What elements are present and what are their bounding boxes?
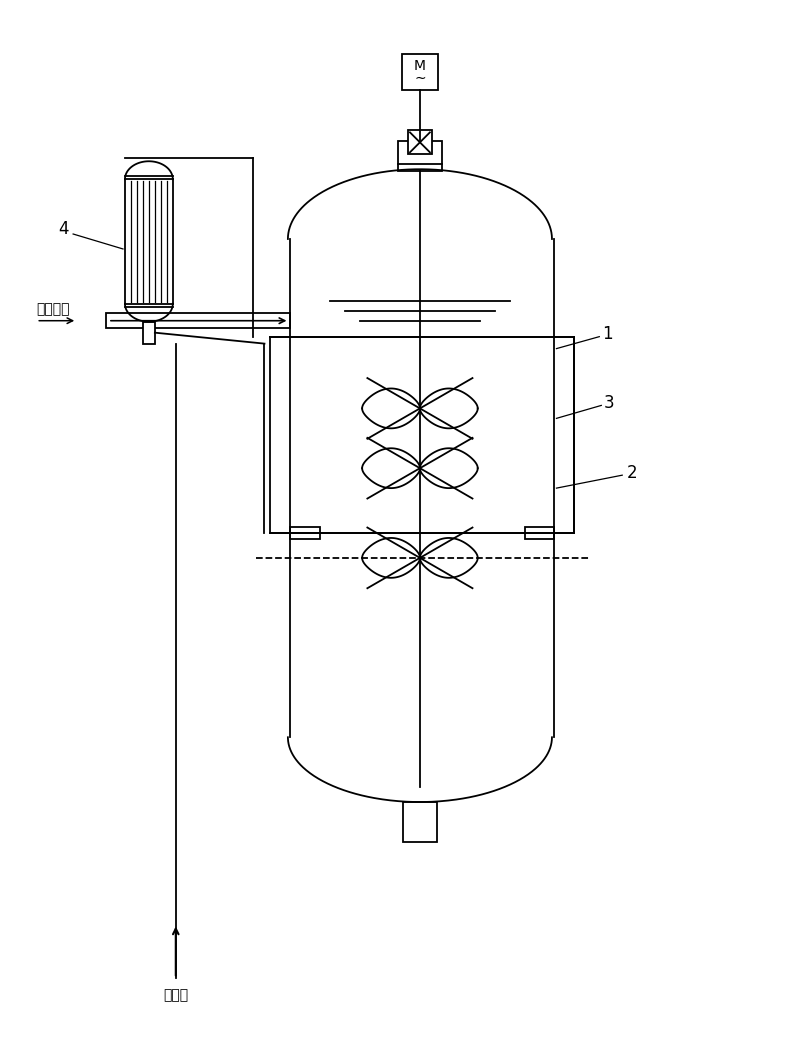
Bar <box>403 802 437 842</box>
Text: ∼: ∼ <box>414 71 426 85</box>
Bar <box>290 527 320 539</box>
Text: M: M <box>414 59 426 73</box>
Text: 2: 2 <box>627 464 638 482</box>
Bar <box>398 141 442 171</box>
Text: 4: 4 <box>58 220 69 238</box>
Text: 醇入口: 醇入口 <box>163 988 188 1002</box>
Bar <box>408 130 432 154</box>
Text: 3: 3 <box>604 394 614 413</box>
Bar <box>402 53 438 89</box>
Bar <box>525 527 554 539</box>
Text: 蒸汽入口: 蒸汽入口 <box>36 302 70 315</box>
Bar <box>143 322 155 344</box>
Text: 1: 1 <box>602 325 613 343</box>
Bar <box>106 313 290 328</box>
